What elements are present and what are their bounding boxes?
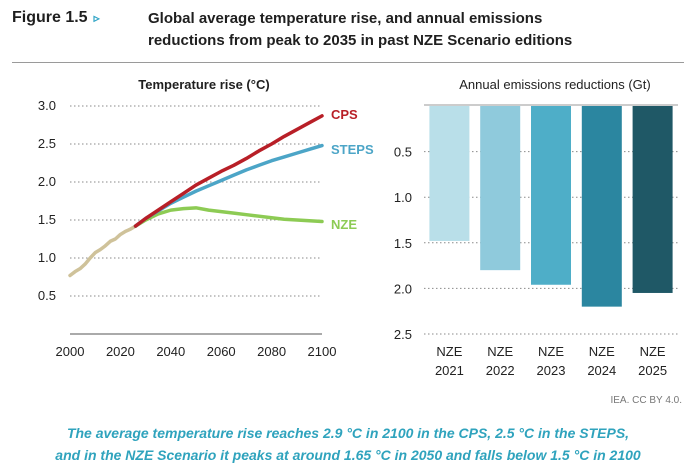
x-tick-label: 2060 (207, 344, 236, 359)
y-tick-label: 2.0 (394, 281, 412, 296)
x-tick-label: NZE (640, 344, 666, 359)
y-tick-label: 1.0 (394, 190, 412, 205)
x-tick-label: NZE (436, 344, 462, 359)
series-label-steps: STEPS (331, 142, 374, 157)
y-tick-label: 3.0 (38, 98, 56, 113)
bar (531, 106, 571, 285)
bar (632, 106, 673, 293)
x-tick-label: 2000 (56, 344, 85, 359)
y-tick-label: 1.0 (38, 250, 56, 265)
y-tick-label: 2.0 (38, 174, 56, 189)
x-tick-label-year: 2025 (638, 363, 667, 378)
figure-number: Figure 1.5 (12, 9, 88, 26)
temperature-line-chart: Temperature rise (°C) 3.0 2.5 2.0 1.5 1.0 0.5 2… (38, 77, 374, 359)
bar (480, 106, 521, 271)
y-tick-label: 1.5 (38, 212, 56, 227)
y-tick-label: 0.5 (38, 288, 56, 303)
x-tick-label-year: 2023 (537, 363, 566, 378)
figure-caption: The average temperature rise reaches 2.9… (0, 422, 696, 466)
bar (429, 106, 470, 241)
bar (581, 106, 622, 307)
figure-title-line-1: Global average temperature rise, and ann… (148, 10, 543, 27)
x-tick-label: 2040 (156, 344, 185, 359)
caption-line-1: The average temperature rise reaches 2.9… (66, 425, 630, 441)
triangle-arrow-icon: ▹ (93, 11, 100, 25)
x-tick-label: NZE (589, 344, 615, 359)
bar-chart-title: Annual emissions reductions (Gt) (459, 77, 650, 92)
caption-line-2: and in the NZE Scenario it peaks at arou… (55, 447, 641, 463)
x-tick-label: 2100 (308, 344, 337, 359)
header-divider (12, 62, 684, 63)
source-credit: IEA. CC BY 4.0. (610, 395, 682, 406)
figure-title: Global average temperature rise, and ann… (148, 8, 688, 52)
series-label-nze: NZE (331, 217, 357, 232)
series-label-cps: CPS (331, 107, 358, 122)
series-line-cps (133, 114, 324, 228)
emissions-bar-chart: Annual emissions reductions (Gt) 0.5 1.0 1.… (394, 77, 678, 378)
figure-title-line-2: reductions from peak to 2035 in past NZE… (148, 32, 573, 49)
y-tick-label: 1.5 (394, 236, 412, 251)
x-tick-label-year: 2021 (435, 363, 464, 378)
series-line-historical (68, 224, 138, 278)
y-tick-label: 0.5 (394, 145, 412, 160)
y-tick-label: 2.5 (394, 327, 412, 342)
x-tick-label-year: 2024 (587, 363, 616, 378)
x-tick-label: NZE (538, 344, 564, 359)
x-tick-label: 2020 (106, 344, 135, 359)
line-chart-title: Temperature rise (°C) (138, 77, 269, 92)
x-tick-label-year: 2022 (486, 363, 515, 378)
figure-label: Figure 1.5 ▹ (12, 9, 100, 27)
series-line-nze (133, 206, 324, 228)
y-tick-label: 2.5 (38, 136, 56, 151)
figure-header: Figure 1.5 ▹ Global average temperature r… (0, 0, 696, 60)
x-tick-label: NZE (487, 344, 513, 359)
x-tick-label: 2080 (257, 344, 286, 359)
